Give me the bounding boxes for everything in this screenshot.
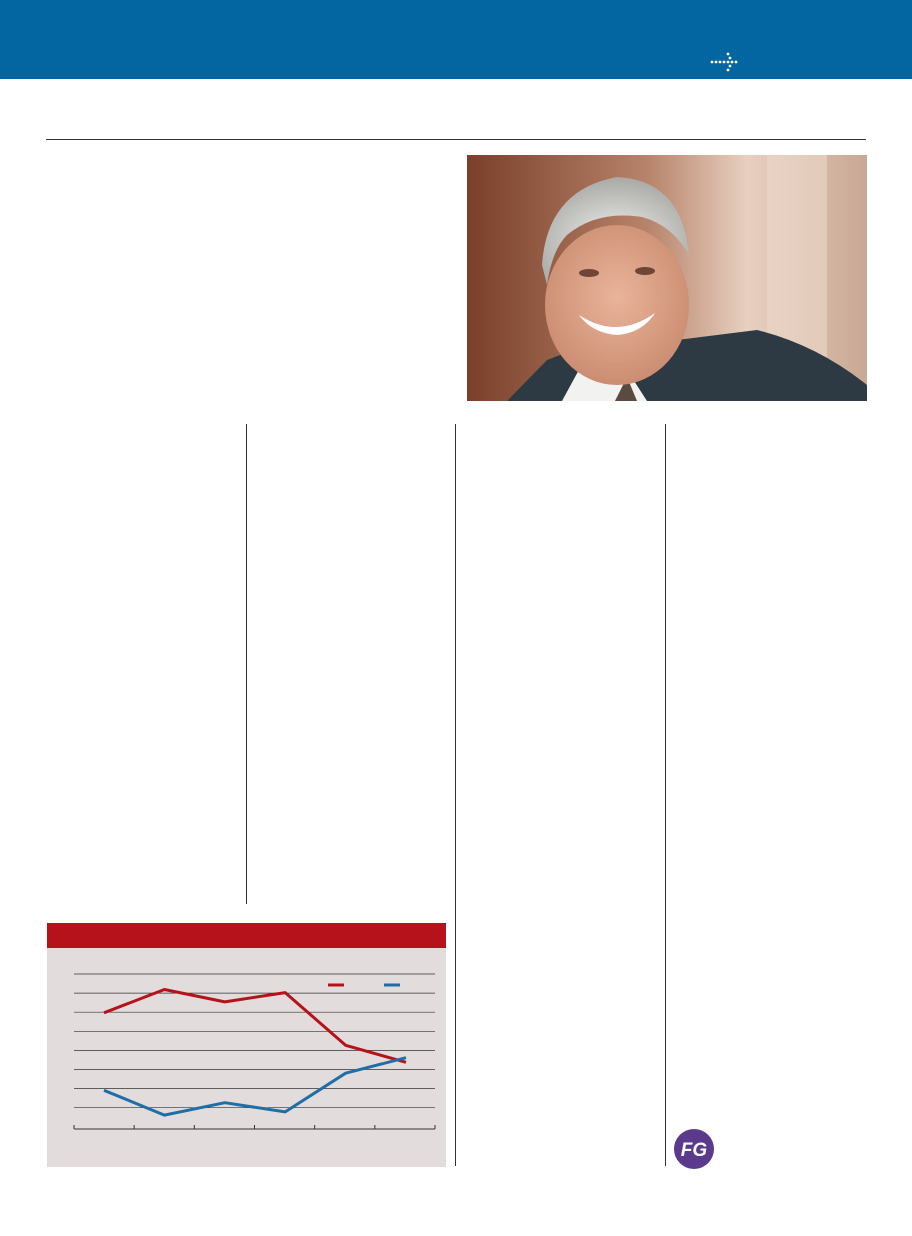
fg-logo: FG: [674, 1129, 714, 1169]
logo-text: FG: [681, 1140, 708, 1161]
column-divider: [246, 424, 247, 904]
dotted-arrow-right-icon: [710, 52, 738, 72]
section-rule: [46, 139, 866, 140]
header-bar: [0, 0, 912, 79]
series-line-1: [103, 988, 407, 1064]
chart-header-bar: [47, 923, 446, 948]
column-divider: [455, 424, 456, 1166]
series-line-2: [103, 1056, 407, 1117]
portrait-photo: [467, 155, 867, 401]
column-divider: [665, 424, 666, 1166]
line-chart: [47, 923, 446, 1167]
chart-plot: [73, 973, 436, 1130]
